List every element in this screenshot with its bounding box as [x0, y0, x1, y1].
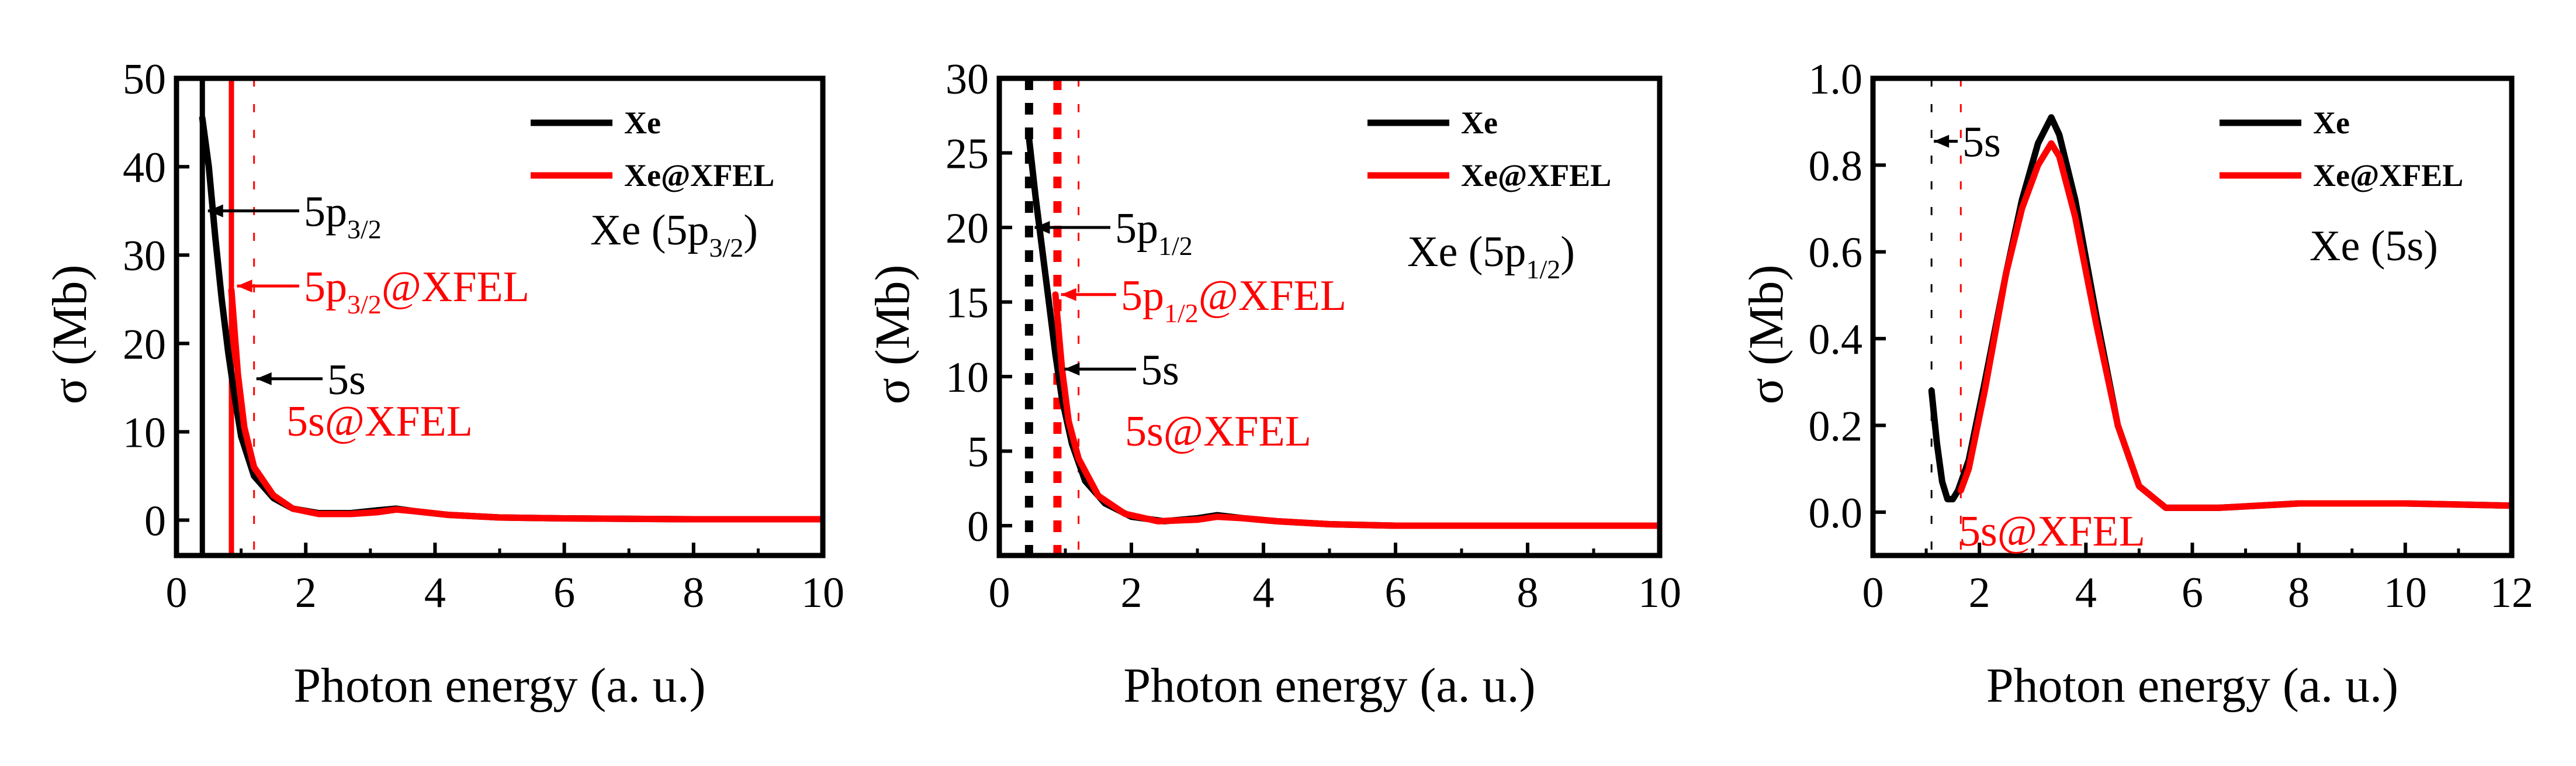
y-tick-label: 1.0	[1809, 56, 1863, 103]
x-tick-label: 0	[166, 569, 188, 617]
legend-label-1: Xe	[1461, 105, 1498, 140]
x-tick-label: 8	[683, 569, 704, 617]
annotation-3: 5s	[327, 356, 366, 404]
legend-label-2: Xe@XFEL	[2313, 158, 2463, 193]
annotation-arrow-2-head	[237, 280, 252, 293]
x-tick-label: 4	[424, 569, 446, 617]
x-tick-label: 4	[1253, 569, 1275, 617]
annotation-arrow-3-head	[256, 372, 272, 385]
x-tick-label: 10	[1638, 569, 1681, 617]
x-tick-label: 2	[1969, 569, 1990, 617]
y-tick-label: 50	[123, 56, 166, 103]
annotation-2: 5p3/2@XFEL	[304, 263, 529, 319]
chart-panel-3: 0 2 4 6 8 10 12 0.0 0.2 0.4 0.6 0.8 1.0 Photon energy…	[1739, 56, 2533, 713]
x-axis-label: Photon energy (a. u.)	[1986, 658, 2398, 713]
annotation-1: 5s	[1962, 119, 2001, 167]
x-tick-label: 0	[989, 569, 1010, 617]
plot-area	[1026, 134, 1660, 529]
y-tick-label: 10	[946, 354, 989, 402]
y-tick-label: 0.4	[1809, 316, 1863, 364]
x-tick-label: 2	[1121, 569, 1142, 617]
legend-label-2: Xe@XFEL	[624, 158, 774, 193]
x-tick-label: 6	[553, 569, 575, 617]
annotation-arrow-2-head	[1061, 288, 1076, 301]
annotation-1: 5p1/2	[1115, 205, 1193, 261]
annotation-arrow-1-head	[207, 204, 223, 218]
x-tick-label: 10	[801, 569, 844, 617]
x-tick-label: 6	[1385, 569, 1407, 617]
annotation-4: 5s@XFEL	[286, 398, 473, 446]
annotation-3: 5s	[1141, 346, 1179, 394]
series-line-xe-xfel	[1957, 140, 2512, 511]
y-tick-label: 0	[967, 503, 989, 551]
plot-area	[1928, 114, 2512, 511]
y-axis-label: σ (Mb)	[43, 265, 97, 405]
x-tick-label: 6	[2182, 569, 2203, 617]
annotation-arrow-3-head	[1064, 363, 1080, 376]
annotation-2: 5p1/2@XFEL	[1121, 272, 1346, 328]
plot-frame	[174, 75, 826, 558]
panel-label: Xe (5p3/2)	[590, 206, 758, 263]
panel-label: Xe (5p1/2)	[1407, 228, 1575, 284]
y-tick-label: 30	[946, 56, 989, 103]
y-tick-label: 0	[144, 498, 166, 546]
chart-panel-1: 0 2 4 6 8 10 0 10 20 30 40 50 Photon energy (a. u.) σ…	[43, 56, 844, 713]
x-axis-label: Photon energy (a. u.)	[1123, 658, 1535, 713]
annotation-4: 5s@XFEL	[1125, 408, 1311, 456]
y-tick-label: 0.6	[1809, 229, 1863, 277]
annotation-2: 5s@XFEL	[1959, 508, 2145, 555]
x-tick-label: 10	[2384, 569, 2427, 617]
y-tick-label: 30	[123, 232, 166, 280]
panel-label: Xe (5s)	[2310, 222, 2438, 270]
y-tick-label: 25	[946, 130, 989, 178]
plot-area	[199, 115, 823, 523]
x-tick-label: 4	[2075, 569, 2097, 617]
x-tick-label: 12	[2490, 569, 2533, 617]
y-tick-label: 5	[967, 429, 989, 477]
annotation-arrow-1-head	[1034, 221, 1050, 234]
y-tick-label: 0.8	[1809, 142, 1863, 190]
x-tick-label: 2	[295, 569, 317, 617]
annotation-arrow-1-head	[1934, 134, 1950, 148]
x-axis-label: Photon energy (a. u.)	[293, 658, 705, 713]
x-tick-label: 0	[1862, 569, 1884, 617]
x-tick-label: 8	[2288, 569, 2310, 617]
series-line-xe-xfel	[228, 287, 823, 523]
y-axis-label: σ (Mb)	[865, 265, 920, 405]
chart-panel-2: 0 2 4 6 8 10 0 5 10 15 20 25 30 Photon energy (a. u.)…	[865, 56, 1681, 713]
series-line-xe-xfel	[1052, 291, 1660, 529]
legend-label-1: Xe	[624, 105, 661, 140]
y-tick-label: 20	[123, 320, 166, 368]
y-tick-label: 20	[946, 205, 989, 253]
series-line-xe	[1026, 134, 1660, 529]
legend-label-1: Xe	[2313, 105, 2350, 140]
annotation-1: 5p3/2	[304, 188, 382, 244]
legend-label-2: Xe@XFEL	[1461, 158, 1611, 193]
x-tick-label: 8	[1517, 569, 1539, 617]
y-tick-label: 40	[123, 144, 166, 192]
y-tick-label: 15	[946, 280, 989, 327]
y-tick-label: 0.0	[1809, 489, 1863, 537]
y-tick-label: 0.2	[1809, 402, 1863, 450]
y-tick-label: 10	[123, 409, 166, 457]
y-axis-label: σ (Mb)	[1739, 265, 1793, 405]
